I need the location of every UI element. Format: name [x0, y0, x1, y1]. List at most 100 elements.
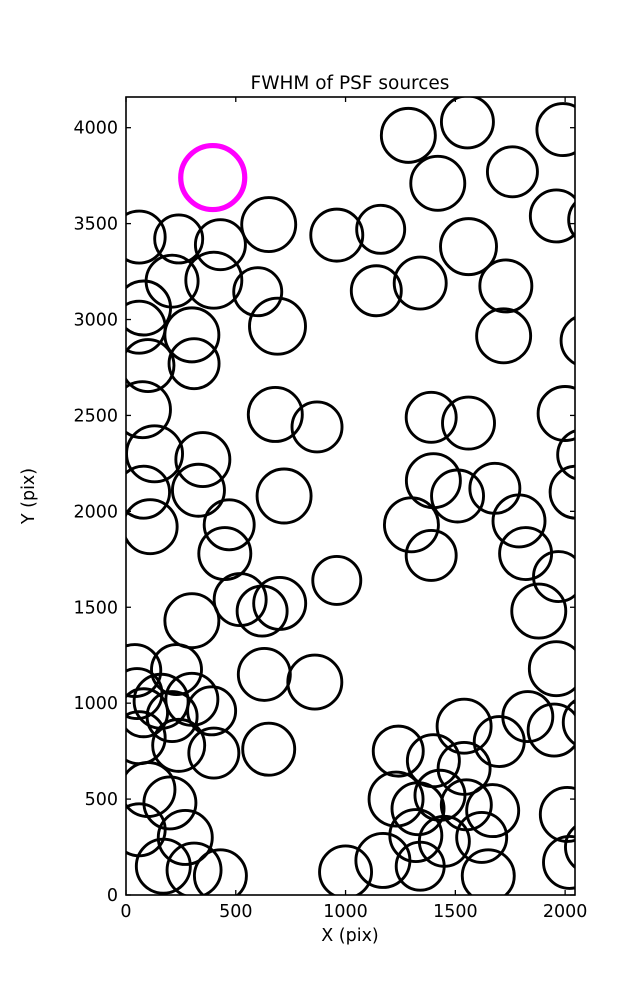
psf-source-circle: [126, 338, 176, 394]
psf-source-circle: [232, 266, 284, 318]
psf-source-circle: [367, 770, 425, 828]
y-tick-label: 3500: [73, 215, 118, 235]
psf-source-circle: [126, 464, 172, 520]
y-tick-label: 1000: [73, 694, 118, 714]
psf-source-circle: [465, 783, 521, 839]
psf-source-circle: [126, 498, 179, 556]
psf-source-circle: [174, 431, 232, 488]
y-tick-label: 3000: [73, 311, 118, 331]
psf-source-circle: [126, 209, 167, 265]
psf-source-circle: [151, 717, 207, 773]
x-tick-labels: 0 500 1000 1500 2000: [120, 902, 587, 922]
y-tick-label: 0: [107, 886, 118, 906]
psf-source-circle: [413, 768, 467, 822]
psf-source-circle: [542, 834, 575, 890]
x-axis-label: X (pix): [321, 926, 379, 946]
tick-marks-layer: [125, 97, 575, 896]
psf-source-circle: [126, 279, 173, 337]
psf-source-circle: [255, 467, 313, 525]
psf-source-circle: [392, 255, 448, 311]
psf-source-circle: [145, 690, 199, 744]
psf-source-circle: [248, 296, 307, 356]
psf-source-circle: [134, 837, 192, 895]
x-tick-label: 2000: [543, 902, 588, 922]
psf-source-circle: [318, 844, 374, 895]
y-axis-label: Y (pix): [19, 468, 39, 525]
psf-source-circle: [170, 462, 226, 518]
psf-source-circle: [460, 848, 516, 895]
selected-source-circle: [178, 142, 248, 213]
y-tick-label: 500: [85, 790, 118, 810]
psf-source-circle: [192, 848, 248, 895]
psf-source-circle: [286, 653, 344, 711]
psf-source-circle: [409, 154, 467, 212]
psf-source-circle: [311, 554, 363, 606]
psf-source-circle: [382, 496, 440, 554]
psf-source-circle: [167, 337, 221, 391]
psf-source-circle: [153, 213, 205, 265]
psf-source-circle: [355, 203, 407, 255]
axes-frame: [125, 96, 576, 896]
y-tick-label: 1500: [73, 598, 118, 618]
psf-source-circle: [526, 702, 575, 758]
psf-source-circle: [559, 315, 575, 366]
psf-source-circle: [455, 811, 509, 864]
psf-source-circle: [354, 832, 412, 889]
psf-source-circle: [510, 582, 568, 640]
psf-source-circle: [290, 400, 344, 454]
data-points-layer: [126, 97, 575, 895]
psf-source-circle: [439, 97, 495, 150]
psf-source-circle: [491, 493, 547, 549]
psf-source-circle: [564, 825, 575, 869]
y-tick-label: 2500: [73, 406, 118, 426]
plot-title: FWHM of PSF sources: [251, 73, 450, 94]
psf-source-circle: [532, 550, 575, 604]
x-tick-label: 500: [219, 902, 252, 922]
psf-source-circle: [430, 468, 485, 524]
x-tick-label: 0: [120, 902, 131, 922]
x-tick-label: 1500: [433, 902, 478, 922]
psf-source-circle: [186, 685, 238, 737]
psf-source-circle: [202, 498, 256, 552]
psf-source-circle: [150, 643, 203, 697]
psf-source-circle: [556, 429, 575, 481]
psf-source-circle: [394, 840, 446, 892]
y-tick-labels: 0 500 1000 1500 2000 2500 3000 3500 4000: [73, 119, 118, 906]
psf-source-circle: [184, 250, 244, 310]
psf-source-circle: [163, 306, 221, 364]
psf-source-circle: [475, 307, 533, 365]
psf-source-circle: [404, 529, 458, 582]
psf-source-circle: [548, 464, 575, 520]
psf-source-circle: [379, 106, 437, 164]
psf-source-circle: [165, 841, 223, 895]
psf-source-circle: [485, 145, 539, 199]
psf-source-circle: [528, 188, 575, 244]
psf-source-circle: [349, 264, 403, 318]
psf-source-circle: [371, 724, 425, 778]
psf-source-circle: [435, 697, 493, 755]
psf-source-circle: [501, 690, 555, 744]
psf-source-circle: [163, 592, 221, 650]
psf-source-circle: [478, 258, 534, 314]
psf-source-circle: [126, 380, 172, 440]
psf-source-circle: [246, 386, 304, 443]
psf-source-circle: [561, 698, 575, 746]
psf-source-circle: [193, 218, 247, 272]
psf-source-circle: [536, 385, 575, 442]
psf-source-circle: [241, 721, 297, 777]
psf-source-circle: [527, 640, 575, 698]
psf-source-circle: [240, 196, 298, 254]
psf-source-circle: [126, 687, 170, 739]
psf-source-circle: [187, 726, 241, 780]
psf-source-circle: [567, 201, 575, 239]
psf-source-circle: [441, 395, 496, 451]
y-tick-label: 4000: [73, 119, 118, 139]
psf-source-circle: [252, 575, 308, 631]
x-tick-label: 1000: [323, 902, 368, 922]
psf-source-circle: [404, 390, 458, 444]
psf-source-circle: [439, 217, 498, 277]
psf-source-circle: [535, 102, 575, 158]
